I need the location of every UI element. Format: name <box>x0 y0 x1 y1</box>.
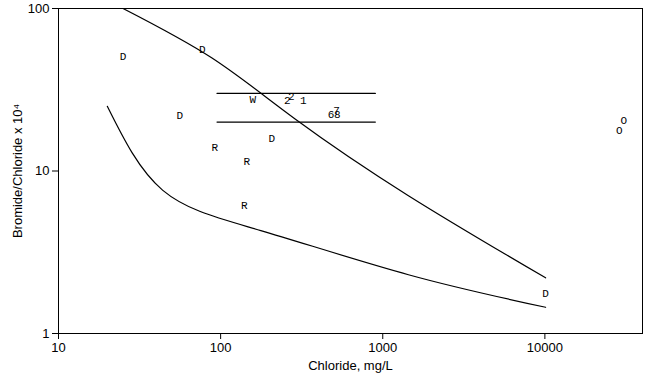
svg-text:100: 100 <box>210 340 232 355</box>
svg-text:8: 8 <box>334 109 341 121</box>
svg-text:O: O <box>621 115 628 127</box>
svg-text:D: D <box>542 288 549 300</box>
svg-text:D: D <box>176 110 183 122</box>
svg-text:2: 2 <box>284 95 291 107</box>
svg-text:10: 10 <box>35 163 49 178</box>
svg-text:W: W <box>250 94 257 106</box>
svg-text:R: R <box>243 156 250 168</box>
svg-text:6: 6 <box>327 109 335 122</box>
svg-text:D: D <box>269 133 276 145</box>
svg-text:10000: 10000 <box>527 340 563 355</box>
svg-text:D: D <box>198 43 206 56</box>
svg-text:R: R <box>211 142 218 154</box>
svg-text:1: 1 <box>42 326 49 341</box>
svg-text:1: 1 <box>300 95 307 107</box>
svg-text:O: O <box>616 125 623 138</box>
svg-text:10: 10 <box>51 340 65 355</box>
svg-text:1000: 1000 <box>368 340 397 355</box>
svg-text:Bromide/Chloride x 10⁴: Bromide/Chloride x 10⁴ <box>10 104 25 238</box>
svg-text:R: R <box>241 200 248 212</box>
svg-text:Chloride, mg/L: Chloride, mg/L <box>308 358 393 373</box>
svg-text:D: D <box>120 51 127 63</box>
svg-text:100: 100 <box>28 1 50 16</box>
